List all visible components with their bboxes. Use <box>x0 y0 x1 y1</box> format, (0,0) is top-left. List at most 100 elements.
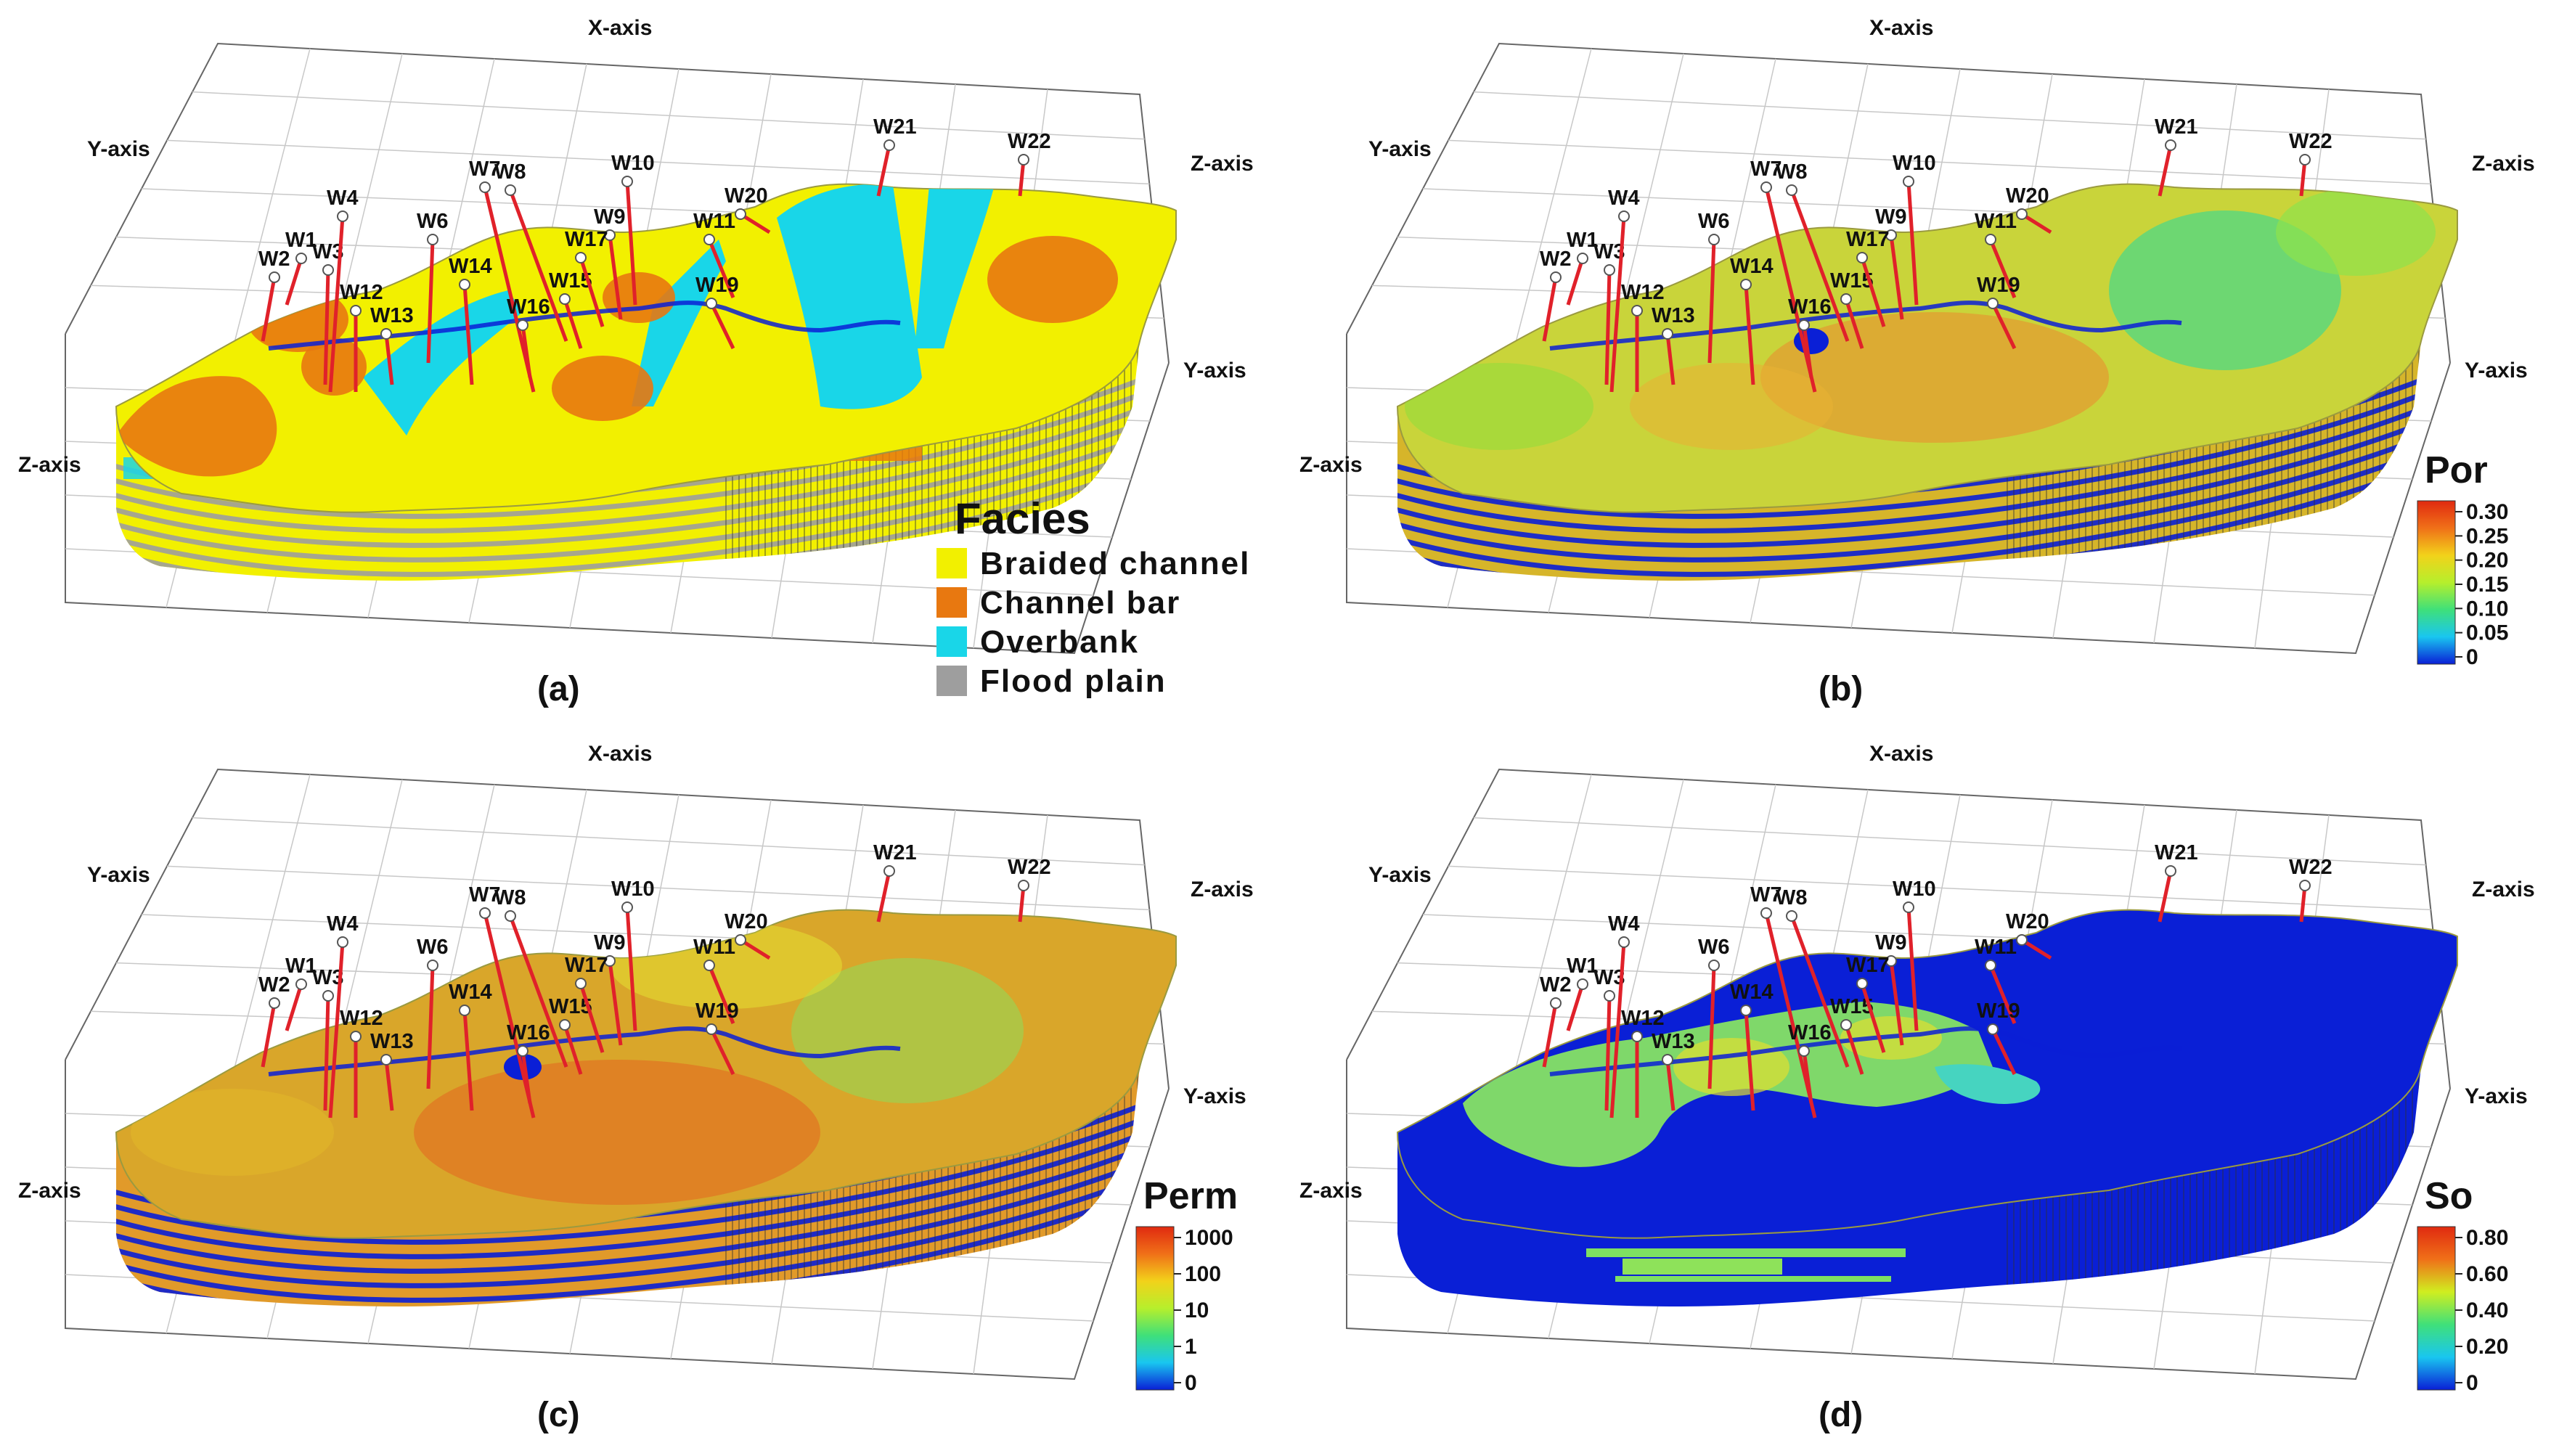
y-axis-label: Y-axis <box>87 863 150 887</box>
well-w4: W4 <box>327 912 359 1118</box>
well-w12: W12 <box>340 281 383 392</box>
colorbar-tick: 0.20 <box>2466 549 2508 573</box>
well-w13: W13 <box>370 304 414 385</box>
well-label: W20 <box>725 910 768 933</box>
colorbar-tick: 0.25 <box>2466 524 2508 548</box>
well-label: W8 <box>1776 886 1808 909</box>
channel-trace <box>268 1026 901 1076</box>
well-w10: W10 <box>1893 878 1936 1031</box>
well-w14: W14 <box>1730 255 1774 385</box>
well-w17: W17 <box>565 954 608 1053</box>
well-w11: W11 <box>1975 210 2017 298</box>
well-label: W12 <box>1621 1007 1665 1030</box>
well-label: W2 <box>258 248 290 271</box>
z-axis-label-right: Z-axis <box>2472 152 2535 176</box>
colorbar-tick: 100 <box>1185 1262 1221 1286</box>
well-w2: W2 <box>258 248 290 342</box>
well-w20: W20 <box>2006 910 2052 960</box>
well-label: W16 <box>1788 1021 1832 1044</box>
legend-item: Flood plain <box>936 663 1167 699</box>
well-label: W2 <box>258 973 290 997</box>
well-label: W4 <box>327 912 359 936</box>
colorbar-tick: 1000 <box>1185 1226 1233 1250</box>
well-label: W1 <box>285 954 317 978</box>
well-label: W7 <box>469 883 501 907</box>
well-label: W11 <box>693 936 735 959</box>
well-label: W10 <box>1893 152 1936 175</box>
colorbar-tick: 0.05 <box>2466 621 2508 645</box>
well-w11: W11 <box>1975 936 2017 1024</box>
x-axis-label: X-axis <box>1869 16 1933 40</box>
well-w1: W1 <box>1566 954 1599 1031</box>
well-w16: W16 <box>1788 1021 1832 1104</box>
well-w1: W1 <box>1566 229 1599 306</box>
y-axis-label: Y-axis <box>87 137 150 161</box>
well-w17: W17 <box>565 228 608 327</box>
well-w10: W10 <box>1893 152 1936 306</box>
well-w19: W19 <box>1977 274 2020 350</box>
well-label: W1 <box>1567 954 1599 978</box>
well-w13: W13 <box>1652 1030 1695 1111</box>
well-w11: W11 <box>693 210 735 298</box>
legend-swatch <box>936 548 967 578</box>
well-label: W4 <box>1608 187 1640 210</box>
legend-swatch <box>936 666 967 696</box>
well-w2: W2 <box>258 973 290 1068</box>
well-label: W12 <box>340 1007 383 1030</box>
z-axis-label-left: Z-axis <box>1299 1179 1363 1203</box>
colorbar-title: Perm <box>1143 1175 1238 1217</box>
well-w9: W9 <box>594 931 626 1046</box>
well-w2: W2 <box>1540 973 1572 1068</box>
legend-title: Facies <box>955 494 1090 543</box>
z-axis-label-left: Z-axis <box>1299 453 1363 477</box>
colorbar-tick: 0.30 <box>2466 500 2508 524</box>
well-label: W9 <box>1875 205 1907 229</box>
well-w22: W22 <box>2289 856 2333 923</box>
well-label: W16 <box>1788 295 1832 319</box>
channel-trace <box>1549 300 2182 351</box>
well-w20: W20 <box>725 910 771 960</box>
colorbar-tick: 0 <box>2466 1371 2478 1395</box>
legend-item: Overbank <box>936 624 1138 660</box>
colorbar-tick: 0 <box>2466 645 2478 669</box>
oil-zone-slice <box>1586 1248 1906 1282</box>
well-label: W9 <box>594 931 626 954</box>
well-w14: W14 <box>449 255 492 385</box>
well-label: W20 <box>725 184 768 208</box>
y-axis-label: Y-axis <box>1368 137 1432 161</box>
well-label: W6 <box>417 936 449 959</box>
legend-item: Braided channel <box>936 546 1249 581</box>
legend-swatch <box>936 587 967 618</box>
colorbar-tick: 0 <box>1185 1371 1197 1395</box>
legend-item-label: Channel bar <box>980 585 1180 621</box>
well-label: W19 <box>695 274 739 297</box>
well-w8: W8 <box>494 886 568 1068</box>
well-w4: W4 <box>327 187 359 393</box>
y-axis-label-right: Y-axis <box>1183 359 1246 383</box>
well-w17: W17 <box>1846 228 1890 327</box>
well-label: W7 <box>469 158 501 181</box>
legend-item-label: Flood plain <box>980 663 1167 699</box>
well-w21: W21 <box>873 841 917 923</box>
well-label: W14 <box>449 255 492 278</box>
well-label: W12 <box>340 281 383 304</box>
well-label: W13 <box>370 304 414 327</box>
well-w16: W16 <box>507 1021 550 1104</box>
x-axis-label: X-axis <box>588 16 652 40</box>
x-axis-label: X-axis <box>588 742 652 766</box>
well-label: W8 <box>494 160 526 184</box>
panel-label: (d) <box>1819 1396 1863 1434</box>
well-label: W22 <box>1008 856 1051 879</box>
colorbar-tick: 0.10 <box>2466 597 2508 621</box>
well-label: W13 <box>370 1030 414 1053</box>
well-w19: W19 <box>695 274 739 350</box>
well-label: W10 <box>611 152 655 175</box>
well-label: W4 <box>327 187 359 210</box>
well-label: W19 <box>1977 999 2020 1023</box>
